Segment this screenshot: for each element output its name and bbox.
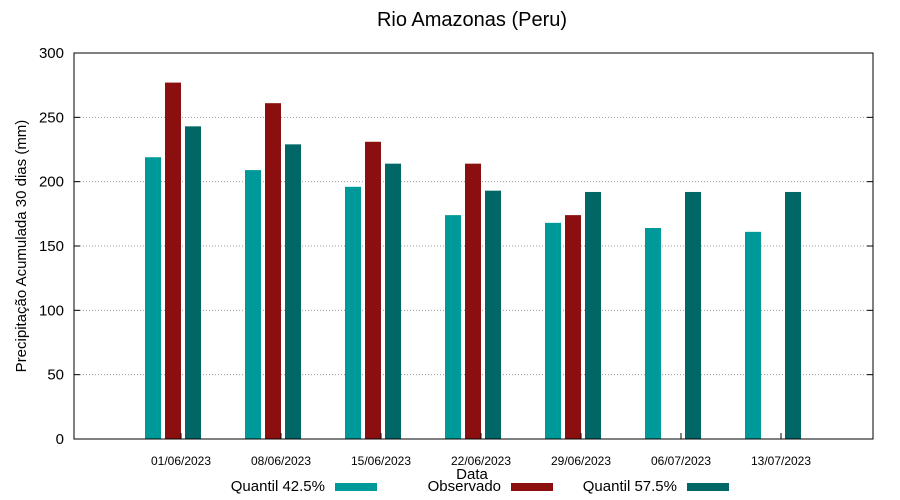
bar-1: [245, 170, 261, 439]
legend-swatch: [335, 483, 377, 491]
x-tick-label: 01/06/2023: [151, 454, 211, 468]
bar-1: [345, 186, 361, 439]
y-tick-label: 50: [47, 367, 64, 384]
y-tick-label: 300: [39, 45, 64, 62]
chart-title: Rio Amazonas (Peru): [377, 9, 567, 31]
bar-2: [465, 163, 481, 440]
y-tick-label: 0: [56, 431, 64, 448]
y-tick-label: 250: [39, 109, 64, 126]
legend-label: Quantil 57.5%: [583, 478, 677, 495]
bar-3: [285, 144, 301, 439]
legend-swatch: [511, 483, 553, 491]
bar-2: [365, 141, 381, 439]
x-tick-label: 13/07/2023: [751, 454, 811, 468]
x-axis-label: Data: [456, 466, 488, 483]
bar-2: [165, 82, 181, 440]
bar-3: [185, 126, 201, 439]
x-tick-label: 15/06/2023: [351, 454, 411, 468]
y-tick-label: 150: [39, 238, 64, 255]
legend-swatch: [687, 483, 729, 491]
bar-2: [565, 215, 581, 439]
x-tick-label: 08/06/2023: [251, 454, 311, 468]
bar-3: [685, 191, 701, 439]
bar-2: [265, 103, 281, 440]
y-tick-label: 200: [39, 174, 64, 191]
bar-1: [745, 231, 761, 439]
bar-3: [485, 190, 501, 439]
x-tick-label: 22/06/2023: [451, 454, 511, 468]
legend-label: Observado: [428, 478, 501, 495]
x-tick-label: 29/06/2023: [551, 454, 611, 468]
bar-1: [145, 157, 161, 439]
x-axis-ticks: 01/06/2023 08/06/2023 15/06/2023 22/06/2023…: [151, 433, 811, 468]
bar-3: [385, 163, 401, 440]
bar-1: [545, 222, 561, 439]
bar-group: [145, 82, 801, 440]
x-tick-label: 06/07/2023: [651, 454, 711, 468]
legend: Quantil 42.5% Observado Quantil 57.5%: [231, 478, 729, 495]
y-tick-label: 100: [39, 302, 64, 319]
bar-1: [445, 215, 461, 439]
bar-3: [785, 191, 801, 439]
y-axis-label: Precipitação Acumulada 30 dias (mm): [13, 120, 30, 373]
bar-1: [645, 227, 661, 439]
y-axis-ticks: 0 50 100 150 200 250 300: [39, 45, 873, 448]
bar-3: [585, 191, 601, 439]
legend-label: Quantil 42.5%: [231, 478, 325, 495]
